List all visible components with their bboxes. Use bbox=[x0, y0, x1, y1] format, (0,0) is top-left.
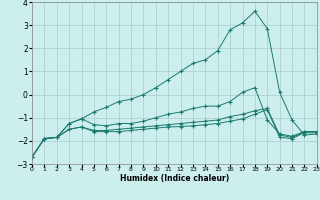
X-axis label: Humidex (Indice chaleur): Humidex (Indice chaleur) bbox=[120, 174, 229, 183]
